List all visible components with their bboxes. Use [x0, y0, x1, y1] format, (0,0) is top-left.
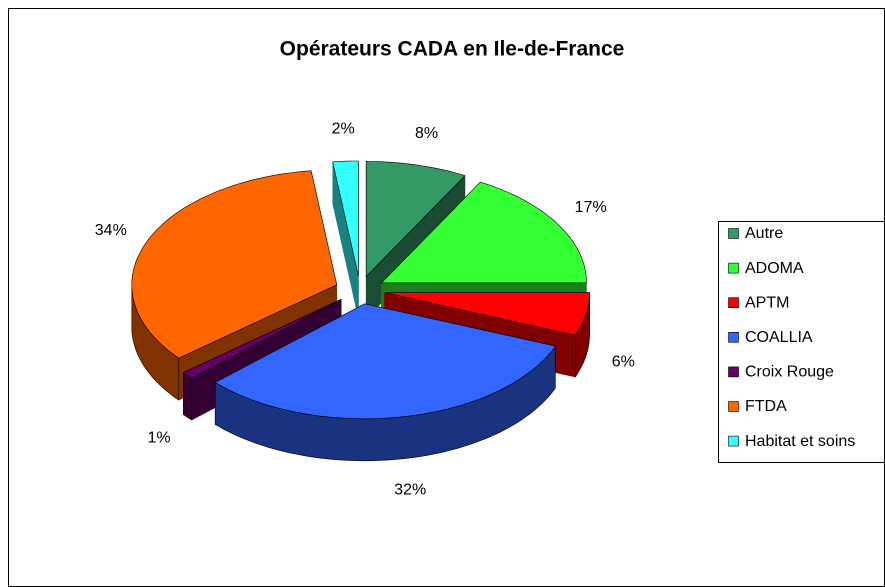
slice	[332, 160, 359, 319]
slice-top	[384, 292, 590, 336]
data-label: 17%	[575, 199, 607, 216]
legend: Autre ADOMA APTM COALLIA Croix Rouge FTDA Habi…	[718, 221, 885, 463]
data-label: 2%	[332, 121, 355, 138]
legend-box	[718, 221, 885, 463]
legend-swatch	[728, 262, 739, 274]
slice-top	[131, 170, 338, 359]
legend-label: Autre	[745, 225, 783, 242]
legend-swatch	[728, 228, 739, 239]
data-label: 8%	[415, 125, 438, 142]
legend-swatch	[728, 366, 739, 378]
legend-label: FTDA	[745, 398, 787, 415]
data-label: 6%	[612, 353, 635, 370]
data-label: 32%	[394, 481, 426, 498]
data-label: 1%	[147, 430, 170, 447]
chart-title: Opérateurs CADA en Ile-de-France	[280, 38, 625, 61]
slice-top	[214, 303, 556, 420]
slice-top	[380, 181, 587, 284]
slice-top	[365, 161, 466, 278]
slice-top	[182, 299, 342, 379]
legend-swatch	[728, 401, 739, 412]
legend-label: COALLIA	[745, 329, 813, 346]
slice-wall	[183, 372, 193, 421]
legend-label: APTM	[745, 294, 789, 311]
slice	[214, 303, 556, 462]
legend-swatch	[728, 331, 739, 343]
slice-top	[332, 160, 359, 277]
pie: 8% 17% 6% 32% 1% 34% 2%	[95, 121, 635, 499]
legend-swatch	[728, 435, 739, 447]
legend-label: ADOMA	[745, 260, 804, 277]
legend-swatch	[728, 297, 739, 309]
legend-label: Habitat et soins	[745, 433, 855, 450]
data-label: 34%	[95, 222, 127, 239]
legend-label: Croix Rouge	[745, 364, 834, 381]
